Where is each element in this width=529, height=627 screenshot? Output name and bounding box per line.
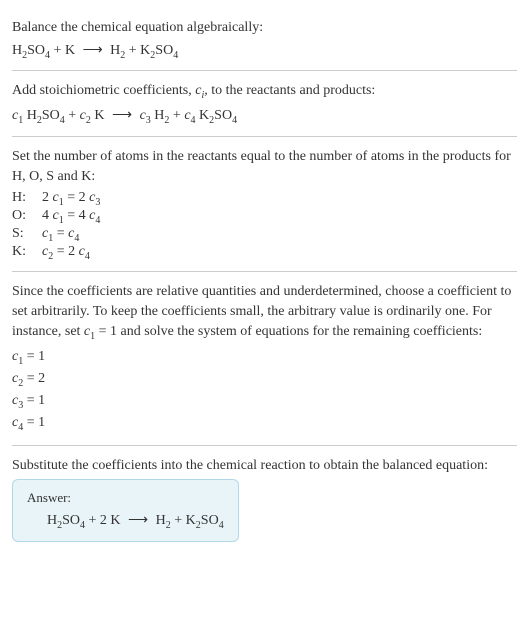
instruction-solve: Since the coefficients are relative quan… bbox=[12, 282, 517, 343]
reactant-h2so4: H2SO4 bbox=[47, 513, 85, 528]
atom-equation: 2 c1 = 2 c3 bbox=[42, 190, 100, 208]
product-k2so4: K2SO4 bbox=[186, 513, 224, 528]
section-atoms: Set the number of atoms in the reactants… bbox=[12, 137, 517, 272]
instruction-substitute: Substitute the coefficients into the che… bbox=[12, 456, 517, 476]
plus-sign: + bbox=[171, 513, 186, 528]
atom-label: S: bbox=[12, 226, 32, 244]
atom-equation: 4 c1 = 4 c4 bbox=[42, 208, 100, 226]
section-answer: Substitute the coefficients into the che… bbox=[12, 446, 517, 552]
instruction-atoms: Set the number of atoms in the reactants… bbox=[12, 147, 517, 186]
coefficient-line: c1 = 1 bbox=[12, 347, 517, 369]
equation-balanced: H2SO4 + 2 K ⟶ H2 + K2SO4 bbox=[27, 512, 224, 531]
answer-label: Answer: bbox=[27, 490, 224, 506]
atom-label: K: bbox=[12, 244, 32, 262]
arrow-icon: ⟶ bbox=[128, 512, 148, 529]
reactant-k: K bbox=[65, 43, 75, 58]
coefficient-line: c3 = 1 bbox=[12, 391, 517, 413]
equation-unbalanced: H2SO4 + K ⟶ H2 + K2SO4 bbox=[12, 42, 517, 61]
product-k2so4: K2SO4 bbox=[140, 43, 178, 58]
coefficients-list: c1 = 1c2 = 2c3 = 1c4 = 1 bbox=[12, 347, 517, 434]
arrow-icon: ⟶ bbox=[112, 107, 132, 124]
instruction-balance: Balance the chemical equation algebraica… bbox=[12, 18, 517, 38]
atom-label: H: bbox=[12, 190, 32, 208]
reactant-h2so4: H2SO4 bbox=[27, 108, 65, 123]
product-h2: H2 bbox=[154, 108, 169, 123]
reactant-k: K bbox=[94, 108, 104, 123]
section-stoich: Add stoichiometric coefficients, ci, to … bbox=[12, 71, 517, 137]
atom-row: H: 2 c1 = 2 c3 bbox=[12, 190, 517, 208]
reactant-h2so4: H2SO4 bbox=[12, 43, 50, 58]
coefficient-line: c2 = 2 bbox=[12, 369, 517, 391]
equation-stoich: c1 H2SO4 + c2 K ⟶ c3 H2 + c4 K2SO4 bbox=[12, 107, 517, 126]
product-k2so4: K2SO4 bbox=[199, 108, 237, 123]
section-solve: Since the coefficients are relative quan… bbox=[12, 272, 517, 445]
instruction-stoich: Add stoichiometric coefficients, ci, to … bbox=[12, 81, 517, 103]
section-balance: Balance the chemical equation algebraica… bbox=[12, 8, 517, 71]
product-h2: H2 bbox=[110, 43, 125, 58]
atom-label: O: bbox=[12, 208, 32, 226]
atom-row: S: c1 = c4 bbox=[12, 226, 517, 244]
atom-equation: c1 = c4 bbox=[42, 226, 79, 244]
answer-box: Answer: H2SO4 + 2 K ⟶ H2 + K2SO4 bbox=[12, 479, 239, 542]
atom-row: K: c2 = 2 c4 bbox=[12, 244, 517, 262]
coefficient-line: c4 = 1 bbox=[12, 413, 517, 435]
plus-sign: + bbox=[125, 43, 140, 58]
plus-sign: + bbox=[50, 43, 65, 58]
atoms-table: H: 2 c1 = 2 c3 O: 4 c1 = 4 c4 S: c1 = c4 K: c2 … bbox=[12, 190, 517, 261]
arrow-icon: ⟶ bbox=[83, 42, 103, 59]
product-h2: H2 bbox=[156, 513, 171, 528]
plus-2k: + 2 K bbox=[85, 513, 124, 528]
atom-equation: c2 = 2 c4 bbox=[42, 244, 90, 262]
atom-row: O: 4 c1 = 4 c4 bbox=[12, 208, 517, 226]
